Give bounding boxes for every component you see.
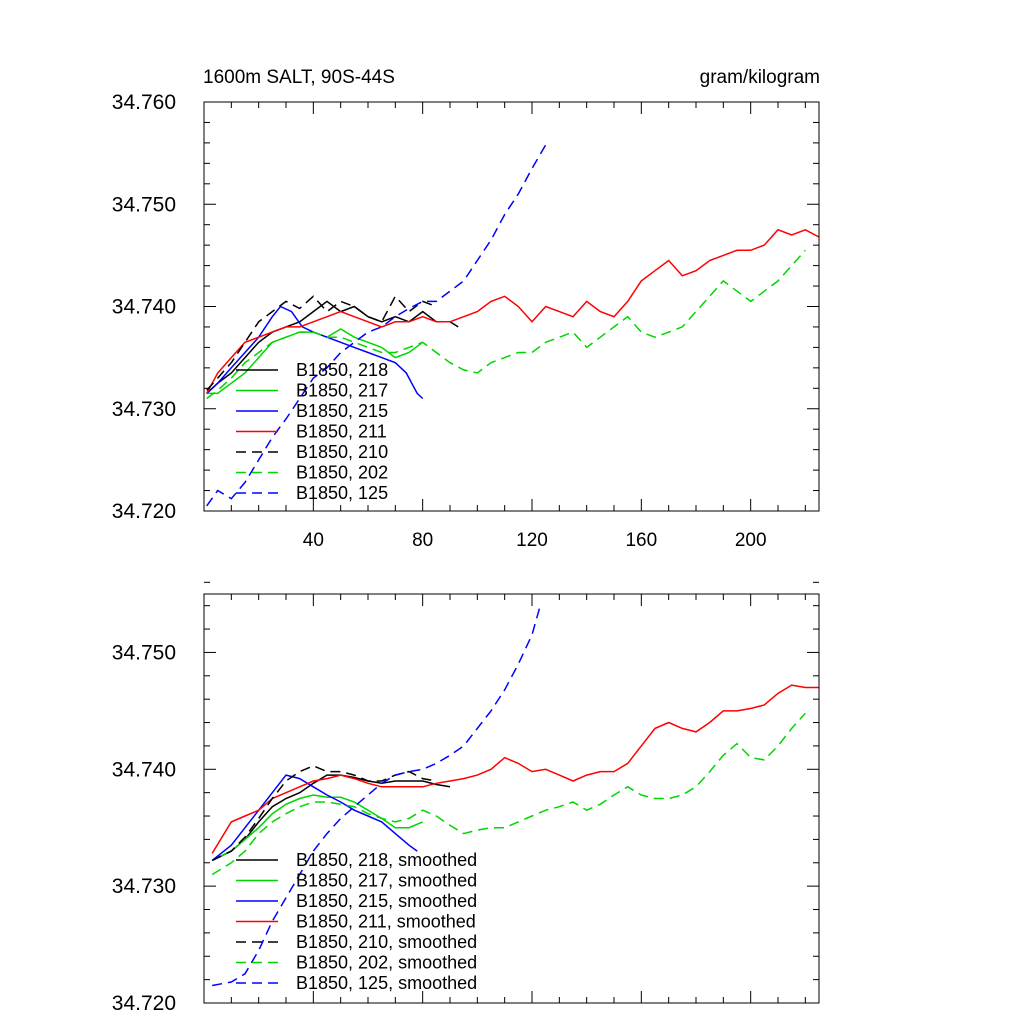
legend-label: B1850, 215	[296, 401, 388, 421]
bottom-plot-frame	[203, 593, 820, 1004]
series-line	[211, 794, 423, 862]
y-tick-label: 34.730	[112, 398, 176, 421]
y-tick-label: 34.720	[112, 992, 176, 1015]
top-series-layer	[206, 144, 820, 507]
top-tick-layer: 40 80 120 160 200 34.720 34.730 34.740 34.750 34.…	[112, 91, 819, 551]
y-tick-label: 34.730	[112, 875, 176, 898]
x-tick-label: 120	[516, 530, 548, 551]
legend-label: B1850, 211, smoothed	[296, 912, 476, 932]
series-line	[211, 684, 819, 854]
legend-label: B1850, 217	[296, 381, 388, 401]
series-line	[211, 774, 418, 861]
x-tick-label: 40	[303, 530, 324, 551]
x-tick-label: 160	[625, 530, 657, 551]
bottom-panel: 34.720 34.730 34.740 34.750 B1850, 218, smo…	[112, 581, 820, 1015]
series-line	[212, 605, 541, 987]
series-line	[206, 144, 547, 507]
series-line	[211, 764, 437, 862]
y-tick-label: 34.750	[112, 641, 176, 664]
bottom-series-layer	[211, 605, 819, 987]
series-line	[206, 295, 437, 391]
y-tick-label: 34.740	[112, 296, 176, 319]
top-panel-units: gram/kilogram	[700, 67, 820, 88]
legend-label: B1850, 125, smoothed	[296, 973, 477, 993]
series-line	[211, 774, 451, 862]
legend-label: B1850, 215, smoothed	[296, 891, 477, 911]
legend-label: B1850, 218, smoothed	[296, 850, 477, 870]
top-panel-title: 1600m SALT, 90S-44S	[203, 67, 395, 88]
series-line	[211, 712, 806, 876]
x-tick-label: 200	[735, 530, 767, 551]
bottom-tick-layer: 34.720 34.730 34.740 34.750	[112, 581, 819, 1015]
series-line	[206, 249, 806, 400]
y-tick-label: 34.750	[112, 193, 176, 216]
legend-label: B1850, 210, smoothed	[296, 932, 477, 952]
legend-label: B1850, 125	[296, 483, 388, 503]
y-tick-label: 34.720	[112, 500, 176, 523]
x-tick-label: 80	[412, 530, 433, 551]
series-line	[206, 228, 820, 394]
y-tick-label: 34.740	[112, 758, 176, 781]
legend-label: B1850, 211	[296, 422, 387, 442]
legend-label: B1850, 217, smoothed	[296, 871, 477, 891]
legend-label: B1850, 202, smoothed	[296, 953, 477, 973]
legend-label: B1850, 202	[296, 463, 388, 483]
legend-label: B1850, 210	[296, 442, 388, 462]
top-plot-frame	[203, 101, 820, 512]
legend-label: B1850, 218	[296, 360, 388, 380]
y-tick-label: 34.760	[112, 91, 176, 114]
top-panel: 1600m SALT, 90S-44S gram/kilogram 40 80 12…	[112, 67, 820, 551]
